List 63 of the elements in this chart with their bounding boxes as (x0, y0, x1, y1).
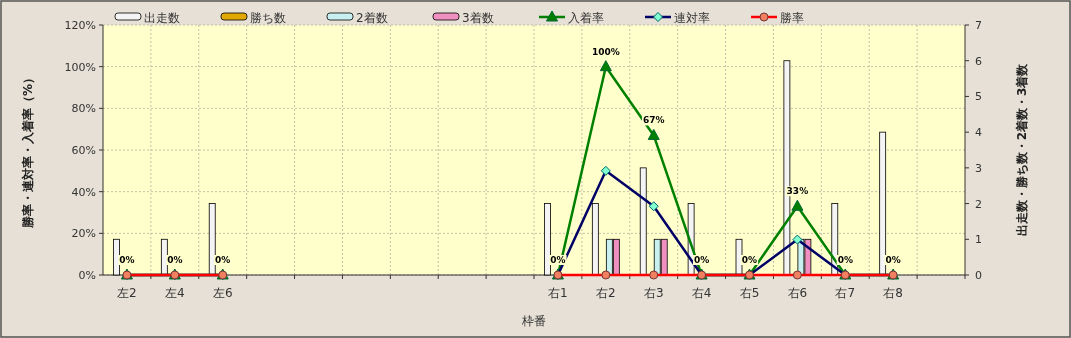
legend-label: 2着数 (356, 11, 388, 25)
bar (160, 238, 168, 276)
y-tick-label: 20% (71, 227, 96, 241)
x-tick-label: 右3 (643, 286, 664, 300)
legend-入着率: 入着率 (539, 10, 604, 25)
y-tick-label: 80% (71, 102, 96, 116)
y2-tick-label: 4 (975, 126, 982, 140)
y2-tick-label: 0 (975, 269, 982, 282)
x-tick-label: 右8 (883, 286, 903, 300)
legend-連対率: 連対率 (645, 11, 710, 25)
y-tick-label: 40% (71, 185, 96, 199)
x-axis-title: 枠番 (521, 314, 546, 328)
legend-勝率: 勝率 (751, 11, 804, 25)
point (599, 60, 612, 72)
data-label: 0% (215, 255, 231, 265)
legend-label: 3着数 (462, 11, 494, 25)
x-tick-label: 右7 (835, 286, 856, 300)
bar (544, 203, 551, 276)
bar (113, 238, 120, 276)
y-tick-label: 0% (78, 269, 96, 282)
data-label: 0% (550, 255, 566, 265)
data-label: 0% (167, 255, 183, 265)
y2-tick-label: 7 (975, 19, 982, 32)
y2-tick-label: 5 (975, 90, 982, 104)
y2-tick-label: 6 (975, 54, 982, 68)
data-label: 100% (591, 46, 620, 57)
bar (591, 203, 599, 276)
legend-勝ち数: 勝ち数 (220, 11, 286, 25)
data-label: 0% (837, 255, 853, 265)
y2-tick-label: 3 (975, 161, 982, 175)
data-label: 33% (786, 186, 809, 197)
y2-axis-title: 出走数・勝ち数・2着数・3着数 (1015, 62, 1029, 237)
x-tick-label: 左6 (212, 286, 233, 300)
data-label: 0% (119, 255, 135, 265)
y2-tick-label: 1 (975, 233, 982, 247)
bar (639, 167, 647, 276)
x-tick-label: 右6 (787, 286, 808, 300)
y-tick-label: 60% (71, 144, 96, 157)
legend-label: 勝ち数 (250, 11, 286, 25)
y-tick-label: 100% (64, 60, 96, 74)
legend-label: 出走数 (144, 11, 180, 25)
x-tick-label: 左4 (165, 286, 185, 300)
y2-tick-label: 2 (975, 197, 982, 211)
legend-出走数: 出走数 (114, 11, 180, 25)
x-tick-label: 左2 (117, 286, 137, 300)
legend-label: 入着率 (568, 11, 604, 25)
x-tick-label: 右1 (548, 286, 568, 300)
bar (879, 131, 887, 276)
point (647, 128, 660, 140)
legend-label: 連対率 (674, 11, 710, 25)
y-tick-label: 120% (64, 19, 96, 32)
x-tick-label: 右5 (739, 286, 760, 300)
data-label: 0% (885, 255, 901, 265)
x-tick-label: 右2 (596, 286, 616, 300)
data-label: 67% (642, 115, 665, 126)
x-tick-label: 右4 (691, 286, 712, 300)
legend-label: 勝率 (780, 11, 804, 25)
data-label: 0% (693, 255, 710, 265)
bar (735, 238, 743, 276)
y-axis-title: 勝率・連対率・入着率（%） (21, 71, 35, 230)
point (791, 199, 804, 211)
bar (208, 203, 216, 276)
data-label: 0% (741, 255, 758, 265)
